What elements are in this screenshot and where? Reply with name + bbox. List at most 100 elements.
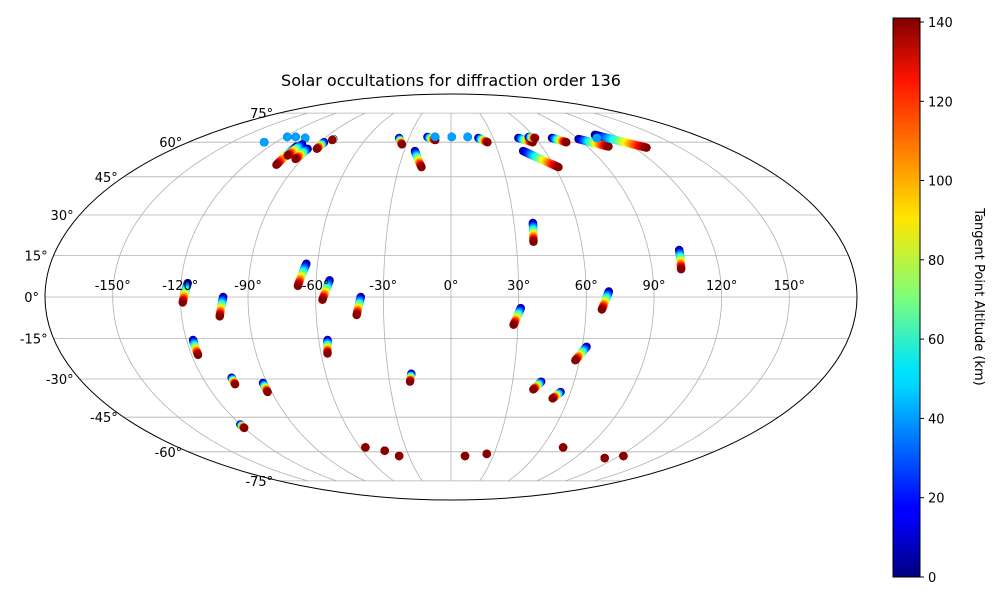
- data-point: [259, 138, 269, 147]
- occultation-track: [283, 132, 292, 142]
- latitude-tick-labels: 75° 60° 45° 30° 15° 0° -15° -30° -45° -60° -75°: [20, 107, 273, 490]
- lat-tick-label: 15°: [25, 249, 48, 264]
- data-point: [263, 387, 272, 397]
- data-point: [300, 133, 310, 143]
- data-point: [529, 385, 538, 394]
- occultation-track: [548, 387, 565, 403]
- occultation-track: [394, 451, 404, 461]
- graticule: [45, 112, 857, 482]
- data-point: [562, 138, 571, 147]
- lon-tick-label: 60°: [575, 279, 598, 294]
- data-points: [178, 130, 686, 463]
- data-point: [600, 453, 609, 463]
- colorbar-ticks: 0 20 40 60 80 100 120 140: [920, 16, 953, 586]
- occultation-track: [188, 335, 203, 360]
- occultation-track: [524, 132, 540, 143]
- data-point: [571, 356, 580, 365]
- data-point: [460, 451, 470, 461]
- occultation-track: [291, 144, 312, 164]
- occultation-track: [474, 133, 492, 147]
- occultation-track: [405, 369, 416, 386]
- data-point: [558, 443, 568, 452]
- occultation-track: [430, 132, 440, 142]
- data-point: [592, 133, 602, 143]
- data-point: [554, 162, 563, 172]
- chart-title: Solar occultations for diffraction order…: [281, 71, 621, 90]
- occultation-track: [558, 443, 568, 452]
- lat-tick-label: -15°: [20, 333, 48, 348]
- data-point: [272, 160, 281, 170]
- occultation-track: [619, 451, 628, 461]
- data-point: [380, 446, 389, 455]
- data-point: [529, 237, 538, 246]
- occultation-track: [592, 133, 602, 143]
- lon-tick-label: -150°: [95, 279, 131, 294]
- occultation-track: [291, 132, 300, 142]
- data-point: [291, 132, 300, 142]
- occultation-track: [574, 134, 613, 151]
- data-point: [509, 320, 518, 329]
- occultation-track: [529, 377, 546, 394]
- occultation-track: [323, 335, 332, 358]
- data-point: [361, 443, 370, 452]
- data-point: [323, 349, 332, 358]
- lat-tick-label: -75°: [245, 475, 273, 490]
- occultation-track: [258, 378, 272, 397]
- lon-tick-label: 150°: [774, 279, 805, 294]
- lat-tick-label: -45°: [90, 411, 118, 426]
- data-point: [604, 142, 613, 151]
- occultation-track: [547, 133, 571, 147]
- lon-tick-label: 0°: [444, 279, 459, 294]
- colorbar-label: Tangent Point Altitude (km): [971, 207, 986, 385]
- data-point: [405, 377, 415, 386]
- occultation-track: [380, 446, 389, 455]
- colorbar-tick-label: 60: [928, 333, 945, 348]
- occultation-track: [600, 453, 609, 463]
- occultation-track: [312, 138, 329, 153]
- lon-tick-label: -120°: [162, 279, 198, 294]
- data-point: [312, 144, 322, 153]
- data-point: [430, 132, 440, 142]
- colorbar-tick-label: 100: [928, 175, 953, 190]
- map-outline: [44, 93, 858, 501]
- occultation-track: [447, 132, 456, 142]
- occultation-track: [300, 133, 310, 143]
- lat-tick-label: -30°: [46, 373, 74, 388]
- data-point: [417, 162, 426, 172]
- data-point: [178, 298, 187, 307]
- occultation-track: [328, 134, 338, 145]
- lat-tick-label: 45°: [95, 171, 118, 186]
- occultation-track: [259, 138, 269, 147]
- lon-tick-label: -30°: [369, 279, 397, 294]
- data-point: [193, 350, 203, 360]
- lon-tick-label: -90°: [234, 279, 262, 294]
- lon-tick-label: -60°: [302, 279, 330, 294]
- occultation-track: [528, 218, 538, 246]
- occultation-track: [293, 259, 311, 291]
- data-point: [463, 132, 472, 142]
- data-point: [291, 154, 300, 164]
- lat-tick-label: 30°: [51, 209, 74, 224]
- colorbar-tick-label: 0: [928, 571, 936, 586]
- data-point: [447, 132, 456, 142]
- occultation-track: [590, 130, 651, 152]
- data-point: [328, 135, 337, 145]
- occultation-track: [571, 342, 591, 365]
- occultation-track: [394, 133, 407, 149]
- data-point: [230, 380, 240, 389]
- data-point: [240, 423, 249, 433]
- data-point: [548, 394, 557, 403]
- occultation-track: [410, 146, 426, 172]
- occultation-track: [482, 449, 491, 459]
- colorbar-tick-label: 20: [928, 492, 945, 507]
- lat-tick-label: -60°: [155, 446, 183, 461]
- lat-tick-label: 60°: [159, 136, 182, 151]
- occultation-track: [178, 278, 192, 307]
- longitude-tick-labels: -150° -120° -90° -60° -30° 0° 30° 60° 90° 120° 150…: [95, 279, 805, 294]
- data-point: [482, 449, 491, 459]
- data-point: [642, 143, 651, 152]
- data-point: [352, 310, 361, 320]
- colorbar-tick-label: 140: [928, 16, 953, 31]
- occultation-track: [460, 451, 470, 461]
- occultation-track: [283, 140, 307, 160]
